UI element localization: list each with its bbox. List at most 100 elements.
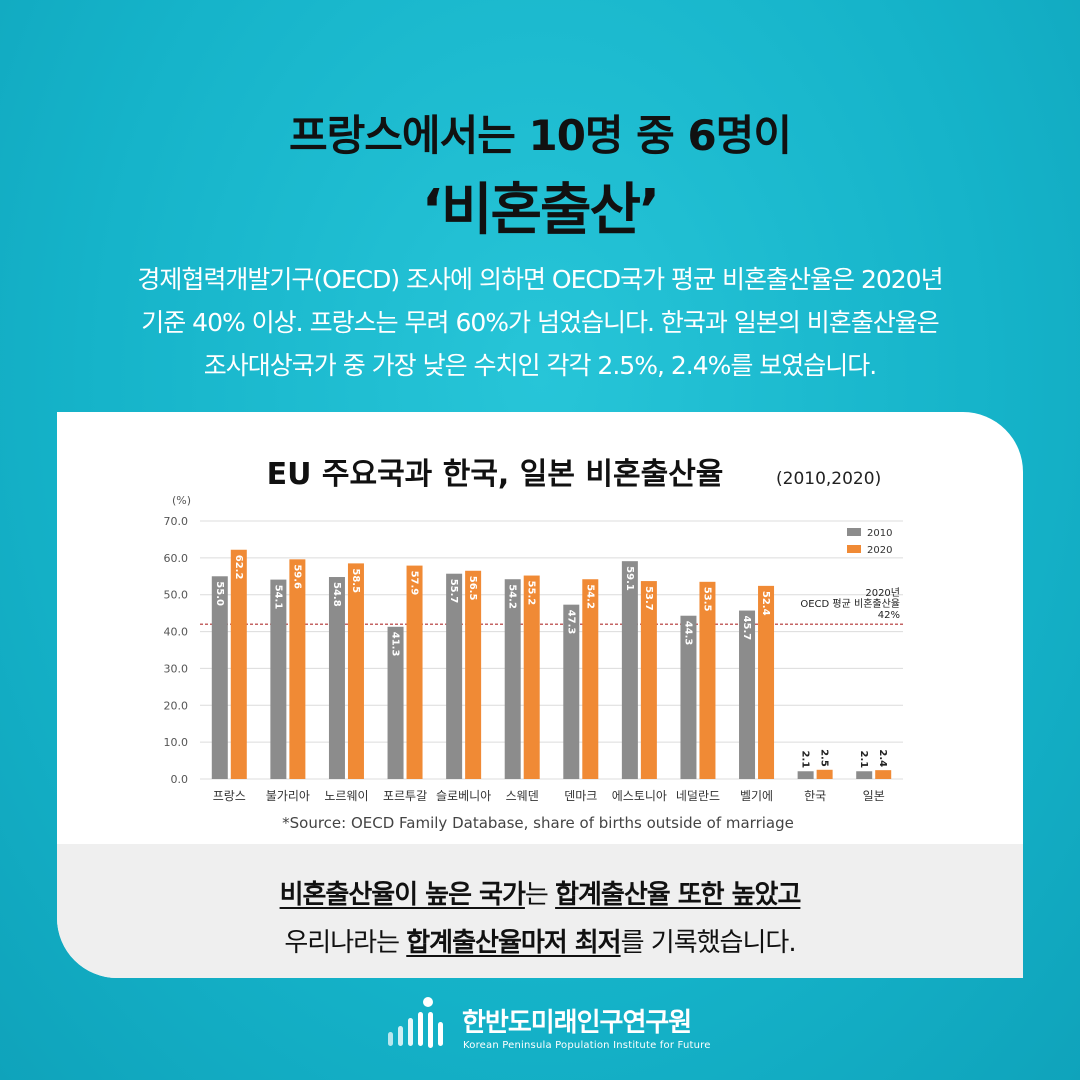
oecd-average-label: 42% (878, 610, 900, 621)
y-tick-label: 20.0 (164, 699, 189, 712)
legend-label: 2010 (867, 528, 892, 539)
bar-2020 (465, 570, 482, 779)
bar-value-label: 44.3 (682, 621, 693, 646)
summary-emphasis: 비혼출산율이 높은 국가 (279, 880, 526, 910)
x-category-label: 불가리아 (266, 789, 310, 803)
bar-value-label: 2.1 (858, 751, 869, 769)
oecd-average-label: OECD 평균 비혼출산율 (800, 597, 900, 610)
y-tick-label: 10.0 (164, 736, 189, 749)
legend-swatch-2010 (847, 528, 861, 536)
y-tick-label: 0.0 (171, 773, 189, 786)
y-tick-label: 50.0 (164, 589, 189, 602)
x-category-label: 한국 (804, 789, 826, 803)
headline-line1: 프랑스에서는 10명 중 6명이 (289, 111, 792, 160)
x-category-label: 노르웨이 (324, 789, 368, 803)
chart-subtitle: (2010,2020) (776, 469, 881, 489)
x-category-label: 덴마크 (564, 789, 597, 803)
bar-2010 (856, 771, 873, 779)
bar-2010 (387, 626, 404, 779)
y-axis-unit: (%) (172, 494, 191, 507)
bar-value-label: 53.5 (701, 587, 712, 612)
chart-card: EU 주요국과 한국, 일본 비혼출산율 (2010,2020) (%) 70.… (57, 412, 1023, 978)
bars-layer: 55.0 62.2 프랑스 54.1 59.6 불가리아 54.8 58.5 노르웨이 41.3 5… (211, 549, 892, 803)
grid-layer: 70.0 60.0 50.0 40.0 30.0 20.0 10.0 0.0 (164, 515, 903, 786)
bar-2020 (758, 585, 775, 779)
bar-value-label: 54.8 (331, 582, 342, 607)
y-tick-label: 70.0 (164, 515, 189, 528)
y-tick-label: 60.0 (164, 552, 189, 565)
x-category-label: 네덜란드 (676, 789, 720, 803)
bar-2010 (328, 577, 345, 779)
bar-value-label: 2.5 (819, 749, 830, 767)
bar-2020 (289, 559, 306, 779)
bar-2010 (739, 610, 756, 779)
bar-value-label: 47.3 (565, 610, 576, 635)
bar-value-label: 2.4 (877, 749, 888, 767)
summary-line1: 비혼출산율이 높은 국가는 합계출산율 또한 높았고 (57, 874, 1023, 911)
x-category-label: 슬로베니아 (436, 789, 491, 803)
bar-2020 (640, 581, 657, 779)
x-category-label: 일본 (863, 789, 885, 803)
bar-2020 (523, 575, 540, 779)
chart-source: *Source: OECD Family Database, share of … (282, 814, 794, 832)
x-category-label: 프랑스 (213, 789, 246, 803)
summary-panel (57, 844, 1023, 978)
legend: 2010 2020 (847, 528, 892, 556)
bar-2020 (347, 563, 364, 779)
bar-2010 (446, 573, 463, 779)
bar-value-label: 59.1 (624, 566, 635, 591)
bar-value-label: 45.7 (741, 616, 752, 641)
bar-value-label: 54.2 (584, 584, 595, 609)
institute-english-name: Korean Peninsula Population Institute fo… (463, 1040, 711, 1051)
bar-2020 (406, 565, 423, 779)
bar-value-label: 54.1 (272, 585, 283, 610)
legend-label: 2020 (867, 545, 892, 556)
bar-2020 (816, 769, 833, 779)
bar-value-label: 55.0 (214, 581, 225, 606)
chart-title: EU 주요국과 한국, 일본 비혼출산율 (267, 457, 724, 492)
bar-value-label: 55.7 (448, 579, 459, 604)
bar-2010 (563, 604, 580, 779)
bar-2010 (621, 561, 638, 779)
x-category-label: 포르투갈 (383, 789, 427, 803)
bar-value-label: 54.2 (507, 584, 518, 609)
description-line: 경제협력개발기구(OECD) 조사에 의하면 OECD국가 평균 비혼출산율은 … (137, 265, 943, 294)
legend-swatch-2020 (847, 545, 861, 553)
bar-2020 (875, 770, 892, 779)
summary-line2: 우리나라는 합계출산율마저 최저를 기록했습니다. (57, 922, 1023, 959)
bar-2010 (211, 576, 228, 779)
bar-value-label: 41.3 (390, 632, 401, 657)
bar-value-label: 57.9 (409, 571, 420, 596)
summary-emphasis: 합계출산율마저 최저 (406, 928, 621, 958)
bar-2010 (270, 579, 287, 779)
x-category-label: 스웨덴 (506, 789, 539, 803)
bar-value-label: 55.2 (526, 581, 537, 606)
bar-value-label: 52.4 (760, 591, 771, 616)
institute-name: 한반도미래인구연구원 (462, 1008, 692, 1038)
bar-2010 (797, 771, 814, 779)
y-tick-label: 30.0 (164, 662, 189, 675)
bar-2020 (230, 549, 247, 779)
description: 경제협력개발기구(OECD) 조사에 의하면 OECD국가 평균 비혼출산율은 … (50, 258, 1030, 387)
bar-chart: EU 주요국과 한국, 일본 비혼출산율 (2010,2020) (%) 70.… (164, 457, 903, 832)
bar-value-label: 53.7 (643, 586, 654, 611)
headline-line2: ‘비혼출산’ (421, 178, 661, 243)
bar-2020 (582, 579, 599, 779)
summary-text: 우리나라는 (284, 928, 407, 958)
bar-value-label: 58.5 (350, 568, 361, 593)
description-line: 기준 40% 이상. 프랑스는 무려 60%가 넘었습니다. 한국과 일본의 비… (141, 308, 940, 337)
bar-2010 (680, 615, 697, 779)
bar-value-label: 56.5 (467, 576, 478, 601)
x-category-label: 에스토니아 (612, 789, 667, 803)
bar-value-label: 62.2 (233, 555, 244, 580)
bar-2010 (504, 579, 521, 779)
description-line: 조사대상국가 중 가장 낮은 수치인 각각 2.5%, 2.4%를 보였습니다. (203, 351, 878, 380)
institute-logo-icon (388, 997, 443, 1048)
y-tick-label: 40.0 (164, 626, 189, 639)
bar-2020 (699, 581, 716, 779)
bar-value-label: 59.6 (291, 564, 302, 589)
oecd-average-label: 2020년 (865, 587, 900, 599)
summary-text: 를 기록했습니다. (620, 928, 797, 958)
summary-emphasis: 합계출산율 또한 높았고 (555, 880, 801, 910)
